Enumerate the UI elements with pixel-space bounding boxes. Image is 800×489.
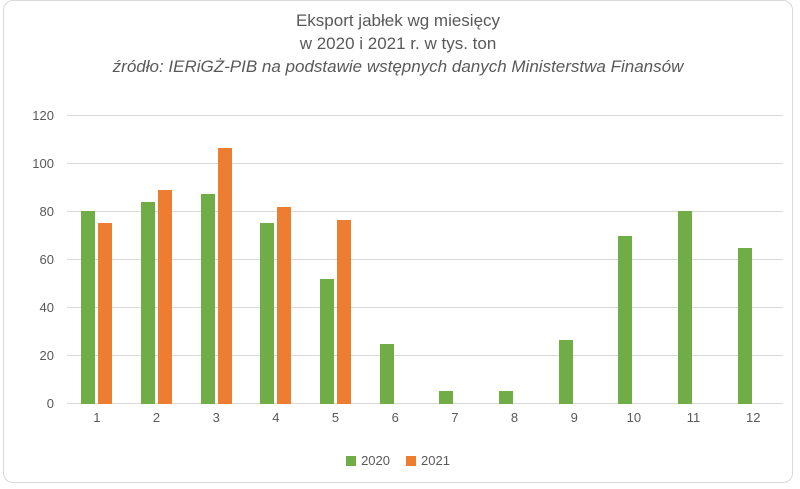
legend-swatch-2020 — [346, 455, 357, 466]
bar-2020-month-6 — [379, 344, 394, 404]
bar-2021-month-3 — [217, 148, 232, 404]
chart-subtitle: w 2020 i 2021 r. w tys. ton — [299, 34, 497, 53]
x-axis-label-8: 8 — [510, 410, 519, 425]
bar-group-month-8 — [485, 116, 545, 404]
gridline-100 — [67, 163, 783, 164]
bar-group-month-11 — [664, 116, 724, 404]
gridline-40 — [67, 307, 783, 308]
plot-area — [67, 115, 783, 404]
bar-2021-month-2 — [158, 190, 172, 404]
x-axis-label-2: 2 — [152, 410, 161, 425]
bar-group-month-4 — [246, 116, 306, 404]
x-axis-label-12: 12 — [745, 410, 761, 425]
gridline-0 — [67, 403, 783, 404]
bar-2020-month-10 — [618, 236, 633, 404]
legend-label-2021: 2021 — [421, 453, 450, 468]
chart-frame: Eksport jabłek wg miesięcy w 2020 i 2021… — [3, 0, 793, 483]
bar-2020-month-7 — [439, 390, 454, 404]
legend-label-2020: 2020 — [361, 453, 390, 468]
bar-2020-month-8 — [499, 390, 514, 404]
bar-group-month-10 — [604, 116, 664, 404]
chart-title: Eksport jabłek wg miesięcy — [295, 11, 501, 30]
legend-item-2020: 2020 — [346, 453, 390, 468]
legend-item-2021: 2021 — [406, 453, 450, 468]
y-axis-label-80: 80 — [39, 204, 54, 219]
gridline-120 — [67, 115, 783, 116]
bar-2020-month-11 — [678, 210, 693, 404]
x-axis: 1 2 3 4 5 6 7 8 9 10 11 12 — [67, 410, 783, 425]
bar-2021-month-1 — [98, 222, 113, 404]
legend: 2020 2021 — [4, 453, 792, 468]
bar-group-month-12 — [723, 116, 783, 404]
x-axis-label-6: 6 — [391, 410, 399, 425]
gridline-80 — [67, 211, 783, 212]
bar-group-month-1 — [67, 116, 127, 404]
bar-group-month-7 — [425, 116, 485, 404]
bars-row — [67, 116, 783, 404]
y-axis-label-40: 40 — [39, 300, 54, 315]
chart-title-block: Eksport jabłek wg miesięcy w 2020 i 2021… — [4, 9, 792, 78]
bar-group-month-9 — [544, 116, 604, 404]
y-axis: 0 20 40 60 80 100 120 — [4, 1, 54, 482]
x-axis-label-9: 9 — [570, 410, 578, 425]
x-axis-label-7: 7 — [451, 410, 459, 425]
bar-2020-month-3 — [200, 194, 215, 404]
x-axis-label-3: 3 — [212, 410, 220, 425]
legend-swatch-2021 — [406, 455, 416, 466]
y-axis-label-120: 120 — [32, 108, 54, 123]
chart-source: źródło: IERiGŻ-PIB na podstawie wstępnyc… — [112, 57, 684, 76]
y-axis-label-0: 0 — [46, 396, 54, 411]
x-axis-label-11: 11 — [686, 410, 701, 425]
y-axis-label-60: 60 — [39, 252, 54, 267]
bar-group-month-6 — [365, 116, 425, 404]
gridline-60 — [67, 259, 783, 260]
bar-group-month-5 — [306, 116, 366, 404]
y-axis-label-100: 100 — [32, 156, 54, 171]
bar-2020-month-9 — [558, 340, 573, 404]
bar-2021-month-4 — [277, 207, 292, 404]
bar-2020-month-1 — [81, 210, 96, 404]
bar-2020-month-5 — [320, 279, 335, 404]
gridline-20 — [67, 355, 783, 356]
bar-2020-month-2 — [141, 202, 155, 404]
bar-2020-month-4 — [260, 222, 275, 404]
bar-group-month-3 — [186, 116, 246, 404]
bar-group-month-2 — [127, 116, 187, 404]
x-axis-label-5: 5 — [331, 410, 340, 425]
x-axis-label-4: 4 — [272, 410, 280, 425]
y-axis-label-20: 20 — [39, 348, 54, 363]
x-axis-label-10: 10 — [626, 410, 642, 425]
x-axis-label-1: 1 — [93, 410, 101, 425]
bar-2021-month-5 — [337, 220, 352, 404]
bar-2020-month-12 — [737, 248, 752, 404]
